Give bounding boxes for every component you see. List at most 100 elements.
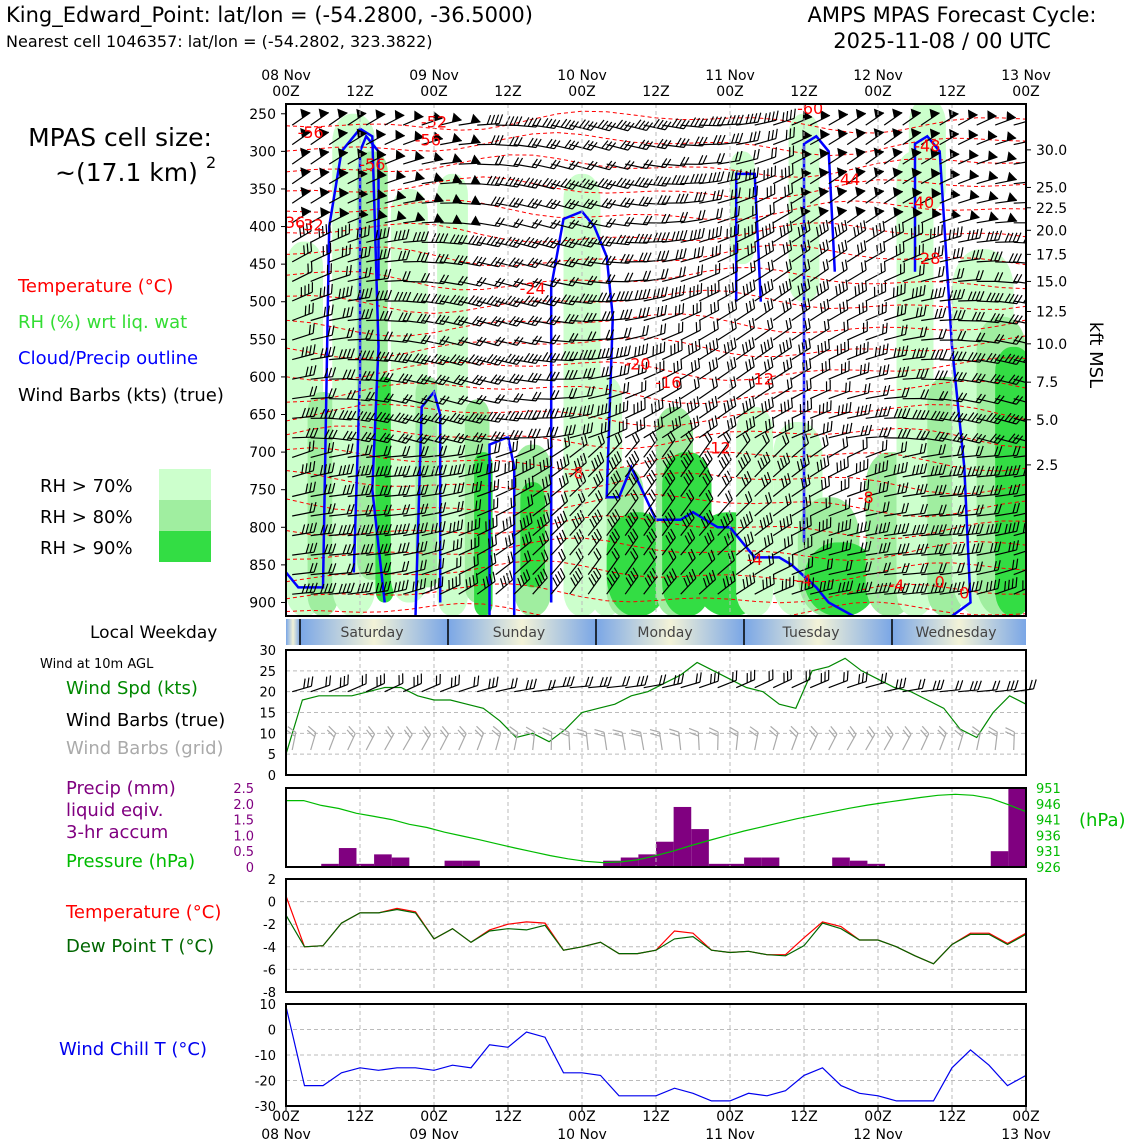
wind-barb <box>958 445 984 458</box>
wind-barb <box>366 432 395 444</box>
wind-barb <box>513 438 536 458</box>
wind-barb <box>477 411 505 423</box>
wind-barb <box>883 206 904 224</box>
wind-barb-true <box>421 673 441 693</box>
wind-barb-grid <box>789 725 799 751</box>
wind-barb <box>292 542 318 556</box>
temperature-label: -32 <box>298 215 324 234</box>
bottom-hour-label: 12Z <box>346 1109 373 1125</box>
wind-barb <box>717 224 740 243</box>
wind-barb <box>384 560 410 576</box>
wind-barb <box>791 556 814 576</box>
temperature-label: -40 <box>908 193 934 212</box>
pressure-tick-label: 700 <box>249 445 276 461</box>
wind-barb <box>440 463 465 478</box>
wind-barb <box>865 343 889 361</box>
rh-region <box>804 542 878 616</box>
wind-barb <box>809 537 833 556</box>
wind-barb <box>440 500 464 517</box>
wind-barb <box>865 501 890 517</box>
wind-barb <box>606 363 631 380</box>
top-hour-label: 00Z <box>864 84 891 100</box>
wind-barb <box>810 420 833 439</box>
wind-barb <box>587 420 611 439</box>
wind-barb <box>976 211 999 224</box>
wind-barb <box>310 408 338 419</box>
wind-barb <box>347 246 371 263</box>
wind-tick-label: 5 <box>268 748 276 763</box>
wind-barb <box>698 509 714 536</box>
wind-barb <box>902 264 925 282</box>
wind-barb <box>439 556 462 576</box>
wind-barb <box>680 155 708 165</box>
wind-barb <box>310 346 336 361</box>
weekday-name: Saturday <box>340 625 403 641</box>
precip-bar <box>374 854 392 867</box>
wind-barb <box>643 508 657 536</box>
wind-barb <box>643 213 671 224</box>
wind-barb <box>735 551 755 576</box>
wind-barb <box>921 543 947 556</box>
wind-barb <box>865 147 885 165</box>
wind-barb-true <box>384 673 404 693</box>
wind-barb <box>809 219 829 243</box>
rh70-label: RH > 70% <box>40 476 133 497</box>
wind-barb <box>550 529 567 556</box>
precip-bar <box>462 860 480 867</box>
wind-barb <box>477 196 505 207</box>
wind-barb <box>661 430 676 458</box>
wind-barb <box>624 567 639 595</box>
wind-barb <box>458 517 481 537</box>
wind-barb <box>328 128 348 146</box>
wind-barb <box>440 132 462 146</box>
wind-barb <box>310 582 337 595</box>
wind-barb <box>735 511 754 537</box>
wind-barb <box>366 392 394 403</box>
wind-barb <box>884 522 910 537</box>
precip-label-1: Precip (mm) <box>66 778 176 799</box>
wind-barb <box>329 523 355 537</box>
wind-barb <box>551 406 577 419</box>
weekday-strip: Saturday Sunday Monday Tuesday Wednesday <box>286 619 1026 645</box>
wind-barb <box>366 523 392 537</box>
wind-barb <box>347 581 373 595</box>
weekday-label: Local Weekday <box>90 623 217 643</box>
wind-barb <box>365 129 386 146</box>
wind-barb <box>772 182 794 204</box>
wind-barb <box>532 437 553 458</box>
wind-barb <box>735 317 755 341</box>
precip-bar <box>321 863 339 867</box>
windchill-line <box>285 1006 1027 1102</box>
wind-barb <box>458 113 481 126</box>
wind-barb <box>884 543 910 556</box>
wind-barb <box>292 427 319 439</box>
wind-barb <box>995 151 1017 165</box>
temp-tick-label: 2 <box>268 873 276 888</box>
wind-barb-true <box>902 678 926 693</box>
wind-barb <box>569 509 585 536</box>
wind-barb <box>995 232 1022 243</box>
wind-barb <box>310 207 331 224</box>
wind-barb <box>458 554 479 576</box>
wind-barb <box>440 354 469 366</box>
wind-spd-label: Wind Spd (kts) <box>66 678 198 699</box>
wind-barb <box>939 109 959 126</box>
wind-barb <box>699 116 727 127</box>
wind-barb <box>809 434 829 458</box>
wind-barb <box>440 153 463 165</box>
bottom-day-label: 08 Nov <box>261 1127 311 1140</box>
wind-barb <box>939 543 966 556</box>
wind-barb <box>772 513 793 537</box>
wind-barb <box>828 279 848 302</box>
wind-speed-line <box>285 657 1027 755</box>
wind-barb <box>606 327 632 341</box>
top-day-label: 08 Nov <box>261 68 311 84</box>
wind-barb <box>661 415 682 439</box>
wind-barb <box>587 528 602 556</box>
wind-barb <box>976 190 999 204</box>
wind-barb <box>680 117 709 128</box>
station-line: King_Edward_Point: lat/lon = (-54.2800, … <box>6 3 533 28</box>
wind-barb <box>606 308 633 322</box>
wind-barb <box>754 202 775 224</box>
wind-barb-true <box>643 674 667 689</box>
